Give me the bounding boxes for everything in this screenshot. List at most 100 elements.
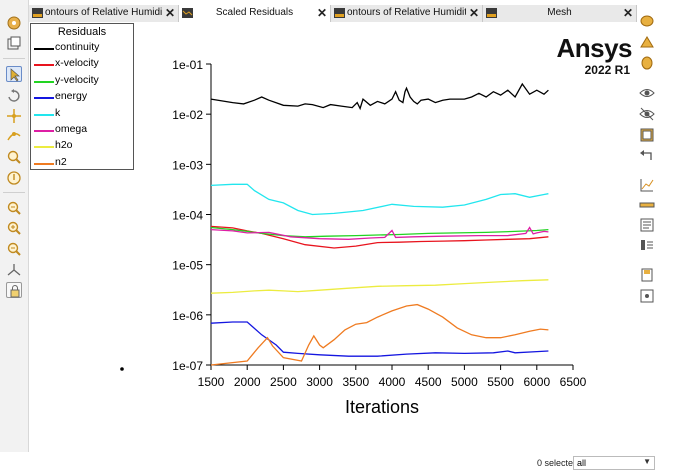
mesh-icon — [486, 8, 497, 18]
legend-item-x-velocity: x-velocity — [34, 57, 134, 71]
contour-plot-icon — [334, 8, 345, 18]
series-line-k — [210, 183, 549, 216]
y-tick-label: 1e-06 — [172, 309, 203, 323]
legend-swatch — [34, 97, 54, 100]
save-picture-icon[interactable] — [639, 267, 655, 283]
legend-label: continuity — [55, 41, 100, 53]
graphics-tab-bar: ontours of Relative Humidity [% ✕ Scaled… — [29, 5, 637, 23]
close-icon[interactable]: ✕ — [164, 6, 175, 20]
legend-swatch — [34, 130, 54, 132]
y-tick-label: 1e-07 — [172, 359, 203, 373]
legend-label: k — [55, 106, 61, 119]
fit-to-window-icon[interactable] — [6, 200, 22, 216]
chevron-down-icon: ▼ — [643, 457, 651, 466]
x-tick-label: 4500 — [415, 375, 442, 389]
pointer-tool-icon[interactable] — [6, 66, 22, 82]
legend-item-omega: omega — [34, 123, 134, 137]
close-icon[interactable]: ✕ — [316, 6, 327, 20]
tab-contours-relative-humidity-1[interactable]: ontours of Relative Humidity [% ✕ — [29, 5, 179, 22]
shading-icon[interactable] — [639, 35, 655, 51]
logo-version: 2022 R1 — [584, 63, 630, 77]
legend-item-y-velocity: y-velocity — [34, 74, 134, 88]
close-icon[interactable]: ✕ — [468, 6, 479, 20]
x-tick-label: 1500 — [198, 375, 225, 389]
x-axis-label: Iterations — [345, 397, 419, 417]
legend-swatch — [34, 113, 54, 116]
logo-brand: Ansys — [556, 33, 632, 63]
legend-item-k: k — [34, 107, 134, 121]
zoom-out-icon[interactable] — [6, 241, 22, 257]
plot-icon[interactable] — [639, 177, 655, 193]
series-line-continuity — [210, 82, 549, 111]
zoom-in-out-icon[interactable] — [6, 128, 22, 144]
legend-icon[interactable] — [639, 237, 655, 253]
legend-label: omega — [55, 123, 88, 135]
undo-icon[interactable] — [639, 147, 655, 163]
selection-filter-value: all — [577, 458, 587, 468]
ansys-logo: Ansys 2022 R1 — [548, 33, 632, 77]
tab-scaled-residuals[interactable]: Scaled Residuals ✕ — [179, 5, 331, 22]
lock-view-icon[interactable] — [6, 282, 22, 298]
y-tick-label: 1e-02 — [172, 108, 203, 122]
x-tick-label: 6000 — [523, 375, 550, 389]
zoom-box-icon[interactable] — [6, 149, 22, 165]
x-tick-label: 3500 — [342, 375, 369, 389]
x-tick-label: 5000 — [451, 375, 478, 389]
annotate-icon[interactable] — [639, 217, 655, 233]
zoom-in-icon[interactable] — [6, 220, 22, 236]
legend-item-continuity: continuity — [34, 41, 134, 55]
tab-mesh[interactable]: Mesh ✕ — [483, 5, 637, 22]
legend-title: Residuals — [57, 26, 107, 38]
x-tick-label: 3000 — [306, 375, 333, 389]
colorbar-icon[interactable] — [639, 197, 655, 213]
y-tick-label: 1e-01 — [172, 58, 203, 72]
legend-label: x-velocity — [55, 57, 99, 70]
series-line-h2o — [210, 279, 549, 294]
left-toolbar — [0, 0, 29, 474]
hide-view-icon[interactable] — [639, 106, 655, 122]
contour-plot-icon — [32, 8, 43, 18]
x-tick-label: 5500 — [487, 375, 514, 389]
axes-icon[interactable] — [6, 262, 22, 278]
transparency-icon[interactable] — [639, 55, 655, 71]
selection-filter-dropdown[interactable]: all ▼ — [573, 456, 655, 470]
legend-swatch — [34, 48, 54, 50]
x-tick-label: 2000 — [234, 375, 261, 389]
windows-icon[interactable] — [639, 127, 655, 143]
tab-contours-relative-humidity-2[interactable]: ontours of Relative Humidity [% ✕ — [331, 5, 483, 22]
close-icon[interactable]: ✕ — [622, 6, 633, 20]
legend-item-energy: energy — [34, 90, 134, 104]
status-bar: 0 selected all ▼ — [0, 452, 683, 474]
view-eye-icon[interactable] — [639, 85, 655, 101]
series-line-energy — [210, 321, 549, 357]
legend-swatch — [34, 146, 54, 149]
copy-view-icon[interactable] — [6, 36, 22, 52]
y-tick-label: 1e-05 — [172, 259, 203, 273]
selection-count: 0 selected — [537, 458, 579, 468]
legend-label: energy — [55, 90, 88, 103]
series-line-omega — [210, 226, 549, 240]
legend-label: h2o — [55, 139, 73, 152]
residuals-plot-icon — [182, 8, 193, 18]
rotate-view-icon[interactable] — [6, 88, 22, 104]
residuals-legend: Residuals continuity x-velocity y-velocity… — [30, 23, 134, 170]
print-icon[interactable] — [639, 288, 655, 304]
x-tick-label: 6500 — [560, 375, 587, 389]
display-options-icon[interactable] — [6, 15, 22, 31]
legend-item-h2o: h2o — [34, 139, 134, 153]
series-line-n2 — [210, 303, 549, 366]
legend-label: y-velocity — [55, 73, 99, 86]
legend-item-n2: n2 — [34, 156, 134, 170]
legend-swatch — [34, 162, 54, 165]
pan-view-icon[interactable] — [6, 108, 22, 124]
right-toolbar — [637, 5, 658, 305]
legend-label: n2 — [55, 155, 67, 168]
lights-icon[interactable] — [639, 13, 655, 29]
y-tick-label: 1e-03 — [172, 158, 203, 172]
plot-marker-dot — [120, 367, 124, 371]
legend-swatch — [34, 64, 54, 67]
probe-icon[interactable] — [6, 170, 22, 186]
x-tick-label: 4000 — [379, 375, 406, 389]
y-tick-label: 1e-04 — [172, 209, 203, 223]
